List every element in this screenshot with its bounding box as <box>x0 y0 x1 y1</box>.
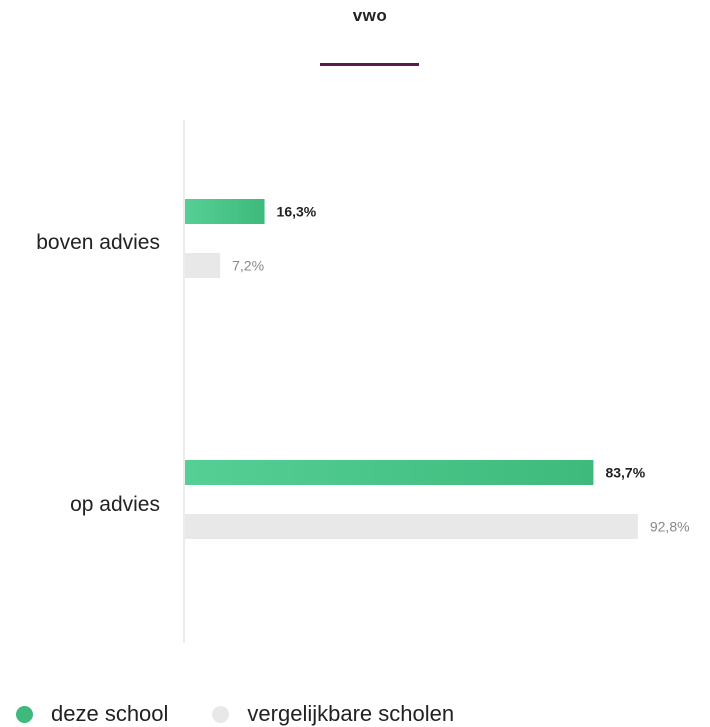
legend-dot-school <box>16 705 33 723</box>
legend-item-comparison[interactable]: vergelijkbare scholen <box>212 701 454 727</box>
legend-label-comparison: vergelijkbare scholen <box>247 701 455 726</box>
bar-comparison[interactable] <box>185 253 221 278</box>
bar-chart: boven advies 16,3% 7,2% op advies 83,7% 92,8% <box>36 120 690 643</box>
bar-value-label-comparison: 7,2% <box>232 258 264 274</box>
tab-vwo[interactable]: vwo <box>352 6 388 25</box>
category-label: op advies <box>70 493 160 516</box>
bar-comparison[interactable] <box>185 514 638 539</box>
legend-label-school: deze school <box>51 701 169 726</box>
tab-active-underline <box>320 63 419 66</box>
legend: deze school vergelijkbare scholen <box>16 701 498 727</box>
bar-value-label-school: 83,7% <box>605 465 645 481</box>
legend-item-school[interactable]: deze school <box>16 701 168 727</box>
bar-value-label-comparison: 92,8% <box>650 519 690 535</box>
bar-value-label-school: 16,3% <box>277 204 317 220</box>
category-label: boven advies <box>36 231 160 254</box>
bar-school[interactable] <box>185 460 594 485</box>
bar-school[interactable] <box>185 199 265 224</box>
legend-dot-comparison <box>212 705 230 723</box>
